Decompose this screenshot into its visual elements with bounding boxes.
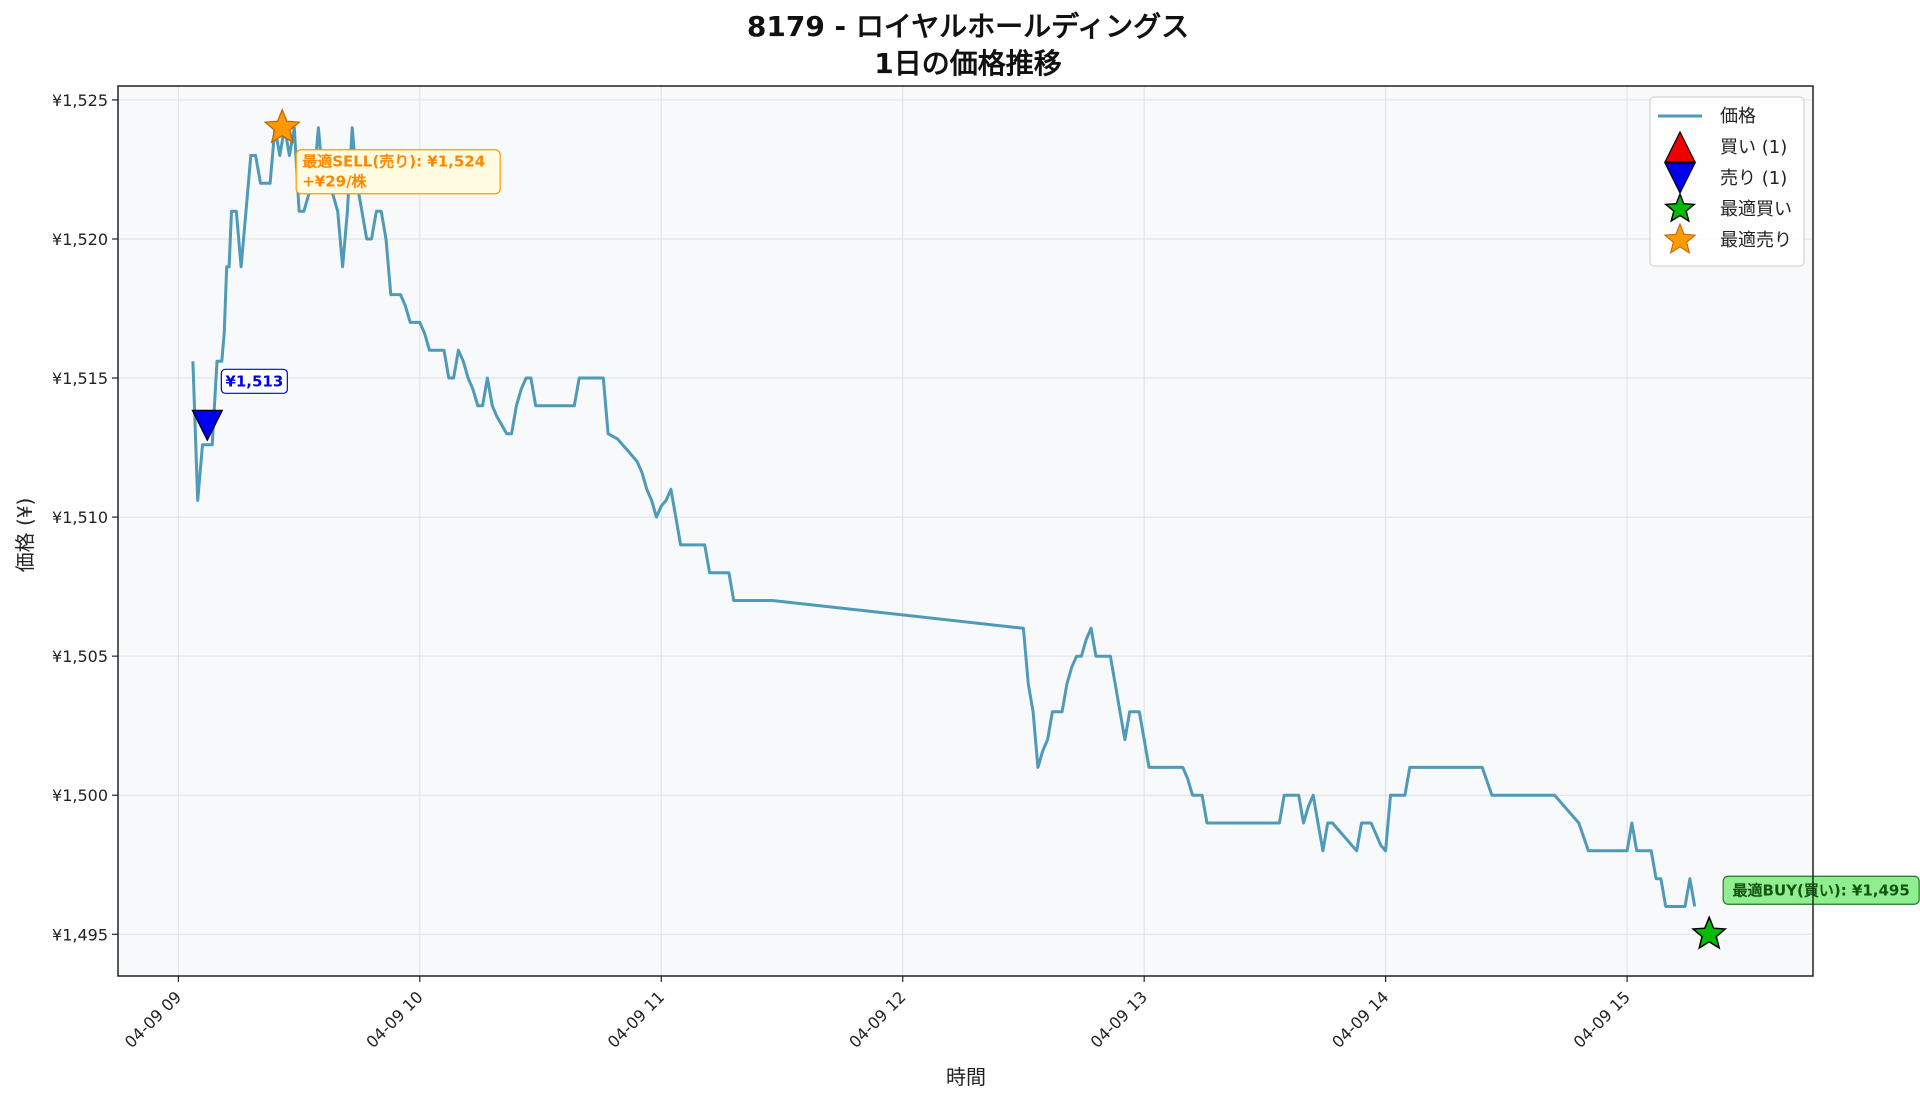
legend-label-best-sell: 最適売り: [1720, 230, 1792, 251]
legend-label-buy: 買い (1): [1720, 137, 1787, 158]
sell-marker: [191, 409, 224, 442]
legend-label-sell: 売り (1): [1720, 168, 1787, 189]
series-line-price: [191, 126, 1697, 908]
x-tick-label: 04-09 09: [121, 987, 185, 1051]
best-buy-annotation-box: [1722, 875, 1920, 905]
best-sell-annotation-label: 最適SELL(売り): ¥1,524: [302, 153, 485, 171]
x-tick-label: 04-09 13: [1087, 987, 1151, 1051]
y-axis-label: 価格 (¥): [13, 498, 37, 573]
y-tick-label: ¥1,525: [52, 91, 108, 110]
y-axis-ticks: ¥1,495 ¥1,500 ¥1,505 ¥1,510 ¥1,515 ¥1,520 ¥1,5…: [52, 91, 118, 944]
plot-area: [118, 86, 1813, 976]
trade-markers: [191, 108, 1728, 950]
legend-swatch-best-sell: [1663, 222, 1697, 254]
x-tick-label: 04-09 11: [604, 987, 668, 1051]
best-buy-star: [1691, 915, 1728, 950]
legend-label-best-buy: 最適買い: [1720, 199, 1792, 220]
x-tick-label: 04-09 10: [362, 987, 426, 1051]
legend-swatch-buy: [1664, 130, 1696, 163]
x-tick-label: 04-09 15: [1570, 987, 1634, 1051]
sell-annotation-label: ¥1,513: [225, 372, 283, 390]
best-buy-annotation-label: 最適BUY(買い): ¥1,495: [1733, 881, 1910, 899]
y-tick-label: ¥1,500: [52, 786, 108, 805]
x-axis-ticks: 04-09 09 04-09 10 04-09 11 04-09 12 04-09 13…: [121, 976, 1634, 1052]
y-tick-label: ¥1,520: [52, 230, 108, 249]
best-sell-annotation-box: [295, 149, 501, 195]
legend-label-line: 価格: [1720, 106, 1756, 127]
y-tick-label: ¥1,515: [52, 369, 108, 388]
x-axis-label: 時間: [946, 1065, 986, 1089]
legend-swatch-sell: [1664, 162, 1696, 195]
best-sell-star: [263, 108, 301, 144]
best-sell-profit-label: +¥29/株: [302, 173, 367, 191]
x-tick-label: 04-09 14: [1328, 987, 1392, 1051]
chart-title-line2: 1日の価格推移: [874, 47, 1061, 80]
sell-annotation-box: [220, 368, 288, 394]
legend-box: [1649, 96, 1805, 267]
y-tick-label: ¥1,505: [52, 647, 108, 666]
chart-title-line1: 8179 - ロイヤルホールディングス: [747, 10, 1189, 43]
annotations: ¥1,513 最適SELL(売り): ¥1,524 +¥29/株最適BUY(買い):…: [220, 149, 1920, 905]
legend-swatch-best-buy: [1663, 192, 1697, 223]
x-tick-label: 04-09 12: [845, 987, 909, 1051]
grid-lines: [118, 86, 1813, 976]
y-tick-label: ¥1,510: [52, 508, 108, 527]
y-tick-label: ¥1,495: [52, 925, 108, 944]
plot-frame: [117, 85, 1814, 977]
